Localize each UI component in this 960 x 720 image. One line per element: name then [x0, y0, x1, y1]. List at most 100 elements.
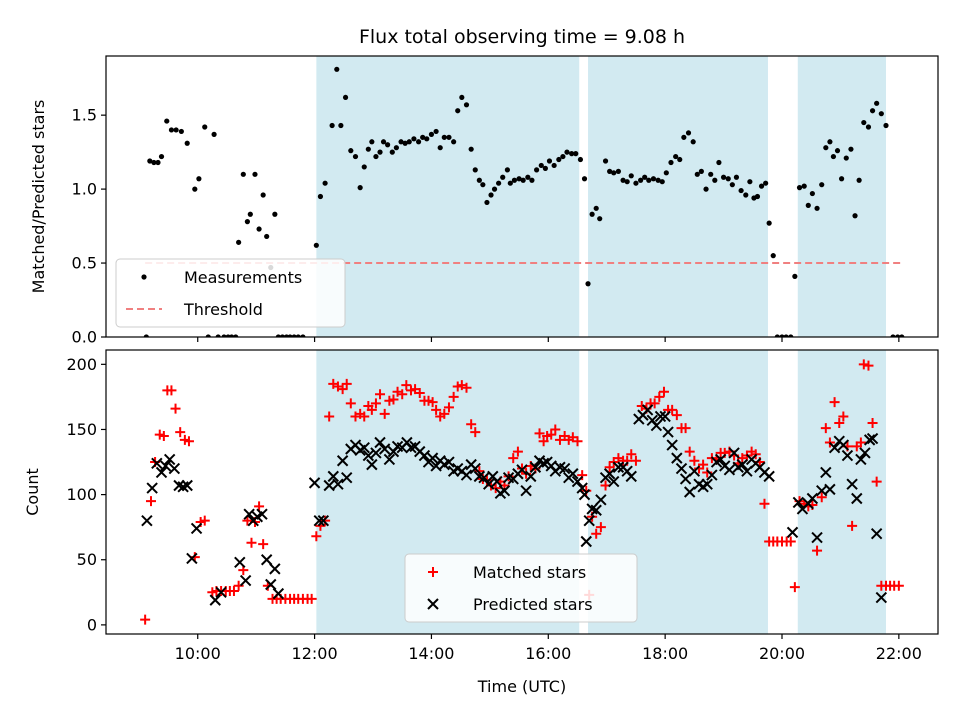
data-point — [581, 176, 588, 182]
data-point — [841, 449, 854, 462]
data-point — [824, 483, 836, 496]
observing-window-1 — [588, 56, 768, 337]
data-point — [306, 593, 317, 604]
data-point — [168, 462, 181, 475]
data-point — [869, 108, 876, 114]
data-point — [478, 471, 490, 484]
data-point — [573, 151, 579, 157]
data-point — [611, 170, 617, 176]
data-point — [870, 527, 883, 540]
legend-marker — [428, 567, 438, 577]
data-point — [466, 419, 477, 430]
data-point — [759, 498, 770, 509]
data-point — [859, 447, 871, 459]
data-point — [202, 124, 208, 130]
data-point — [183, 436, 194, 447]
data-point — [620, 177, 626, 183]
data-point — [366, 404, 377, 415]
data-point — [856, 177, 862, 183]
legend: Measurements Threshold — [115, 258, 346, 328]
legend: Matched stars Predicted stars — [404, 553, 638, 623]
data-point — [228, 586, 239, 597]
data-point — [828, 441, 841, 454]
data-point — [763, 180, 769, 186]
data-point — [720, 174, 727, 180]
data-point — [690, 139, 696, 145]
x-tick-label: 12:00 — [292, 644, 338, 663]
data-point — [158, 153, 165, 160]
data-point — [736, 458, 748, 471]
data-point — [758, 183, 765, 189]
data-point — [823, 145, 829, 151]
data-point — [484, 199, 490, 206]
data-point — [558, 462, 571, 475]
data-point — [389, 149, 395, 155]
data-point — [334, 66, 340, 72]
data-point — [402, 140, 408, 146]
data-point — [320, 515, 331, 526]
data-point — [546, 429, 557, 440]
count-panel: 0 50 100 150 200 10:00 12:00 14:00 16:00 18:00 20:… — [23, 349, 939, 663]
legend-label: Matched stars — [473, 563, 586, 582]
observing-window-2 — [797, 350, 886, 634]
data-point — [534, 167, 540, 173]
data-point — [327, 470, 339, 483]
x-tick-label: 20:00 — [759, 644, 805, 663]
data-point — [577, 470, 588, 481]
data-point — [443, 456, 455, 468]
data-point — [538, 162, 544, 169]
data-point — [254, 501, 265, 512]
x-tick-label: 18:00 — [642, 644, 688, 663]
data-point — [272, 587, 285, 600]
data-point — [865, 124, 872, 130]
data-point — [728, 447, 740, 459]
data-point — [488, 192, 494, 198]
data-point — [311, 531, 322, 542]
data-point — [675, 462, 688, 475]
data-point — [838, 176, 845, 182]
data-point — [373, 153, 379, 160]
data-point — [359, 411, 370, 422]
data-point — [546, 158, 553, 164]
data-point — [763, 470, 775, 483]
data-point — [654, 391, 665, 402]
data-point — [146, 482, 158, 494]
data-point — [671, 410, 682, 421]
data-point — [229, 334, 235, 337]
data-point — [649, 398, 660, 409]
data-point — [673, 153, 679, 160]
data-point — [766, 220, 772, 226]
data-point — [829, 397, 840, 408]
data-point — [578, 488, 591, 501]
y-tick-label: 100 — [66, 485, 97, 504]
data-point — [374, 436, 386, 449]
data-point — [863, 360, 874, 371]
data-point — [816, 492, 827, 503]
data-point — [608, 475, 620, 488]
data-point — [667, 404, 678, 415]
data-point — [792, 273, 798, 279]
data-point — [365, 146, 371, 152]
data-point — [375, 389, 386, 400]
data-point — [785, 536, 796, 547]
data-point — [295, 334, 301, 337]
data-point — [583, 514, 595, 527]
data-point — [666, 439, 678, 451]
data-point — [341, 471, 353, 484]
data-point — [593, 205, 599, 211]
data-point — [630, 455, 641, 466]
data-point — [866, 432, 879, 445]
data-point — [469, 462, 481, 475]
data-point — [275, 334, 281, 337]
y-axis-label: Count — [23, 468, 42, 516]
data-point — [370, 398, 381, 409]
data-point — [641, 404, 654, 416]
data-point — [863, 434, 876, 446]
legend-marker — [141, 274, 147, 280]
data-point — [677, 156, 683, 163]
data-point — [418, 449, 431, 462]
data-point — [654, 410, 667, 423]
data-point — [147, 158, 153, 164]
data-point — [861, 119, 867, 126]
data-point — [205, 334, 211, 337]
